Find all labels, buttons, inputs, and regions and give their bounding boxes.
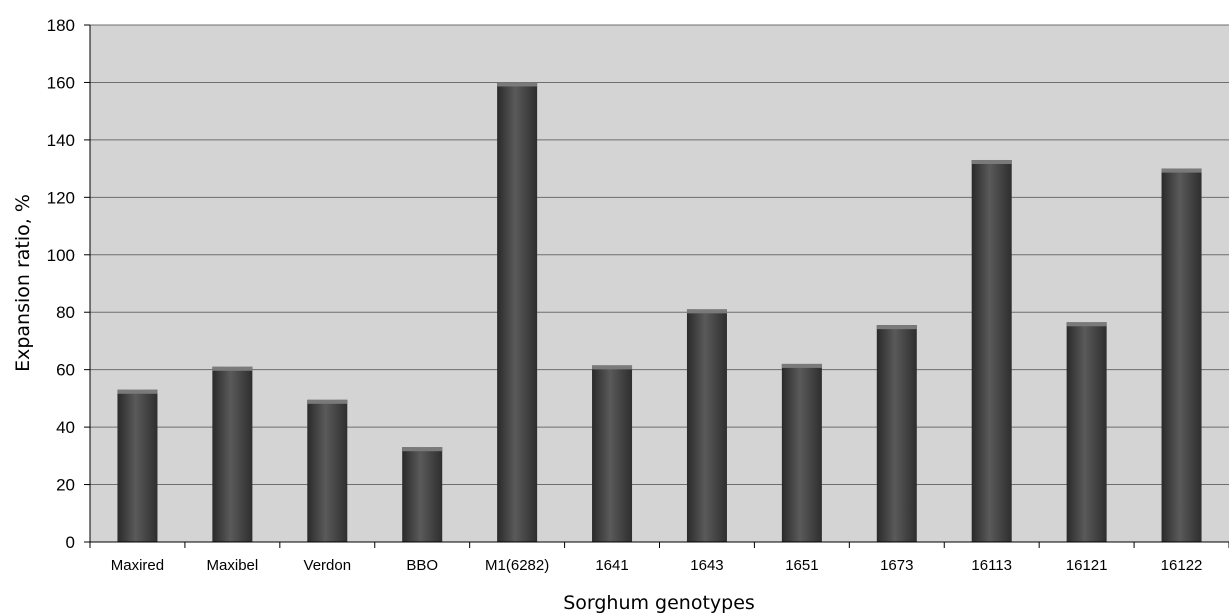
plot-area <box>90 25 1229 542</box>
x-axis-title: Sorghum genotypes <box>563 592 755 614</box>
bar <box>497 82 538 542</box>
bar-cap <box>876 325 917 330</box>
y-tick-label: 40 <box>56 418 75 437</box>
x-tick-label: 1651 <box>785 557 818 574</box>
y-tick-label: 120 <box>47 188 75 207</box>
bar <box>117 389 158 542</box>
x-tick-label: 16121 <box>1066 557 1108 574</box>
bar <box>307 399 348 542</box>
bar <box>971 159 1012 542</box>
bar-cap <box>592 365 633 370</box>
bar-cap <box>971 159 1012 164</box>
axes <box>84 24 1229 548</box>
bar <box>592 365 633 542</box>
bar <box>1066 322 1107 542</box>
bar-cap <box>1161 168 1202 173</box>
x-tick-label: M1(6282) <box>485 557 549 574</box>
x-tick-label: 16113 <box>971 557 1012 574</box>
x-tick-label: 1643 <box>690 557 723 574</box>
bar-cap <box>686 309 727 314</box>
x-tick-label: BBO <box>406 557 438 574</box>
y-tick-label: 140 <box>47 131 75 150</box>
x-tick-label: Verdon <box>304 557 352 574</box>
y-tick-label: 80 <box>56 303 75 322</box>
bar <box>402 447 443 542</box>
x-tick-label: Maxired <box>111 557 164 574</box>
bar <box>212 366 253 542</box>
x-tick-label: Maxibel <box>207 557 259 574</box>
bar-cap <box>402 447 443 452</box>
x-tick-label: 1673 <box>880 557 913 574</box>
bar <box>686 309 727 542</box>
x-tick-label: 16122 <box>1161 557 1203 574</box>
y-tick-label: 180 <box>47 16 75 35</box>
bar <box>781 363 822 542</box>
y-axis-title: Expansion ratio, % <box>12 194 34 372</box>
y-tick-labels: 0 20 40 60 80 100 120 140 160 180 <box>47 16 75 552</box>
gridlines <box>90 24 1229 486</box>
bar <box>1161 168 1202 542</box>
y-tick-label: 160 <box>47 73 75 92</box>
y-tick-label: 0 <box>66 533 75 552</box>
bar-cap <box>307 399 348 404</box>
y-tick-label: 60 <box>56 361 75 380</box>
bar-cap <box>781 363 822 368</box>
x-tick-labels: Maxired Maxibel Verdon BBO M1(6282) 1641 1643 1… <box>111 557 1203 574</box>
bar-cap <box>212 366 253 371</box>
y-tick-label: 20 <box>56 476 75 495</box>
x-tick-label: 1641 <box>595 557 628 574</box>
bars <box>117 82 1202 542</box>
bar-cap <box>117 389 158 394</box>
bar <box>876 325 917 542</box>
bar-cap <box>1066 322 1107 327</box>
bar-cap <box>497 82 538 87</box>
y-tick-label: 100 <box>47 246 75 265</box>
